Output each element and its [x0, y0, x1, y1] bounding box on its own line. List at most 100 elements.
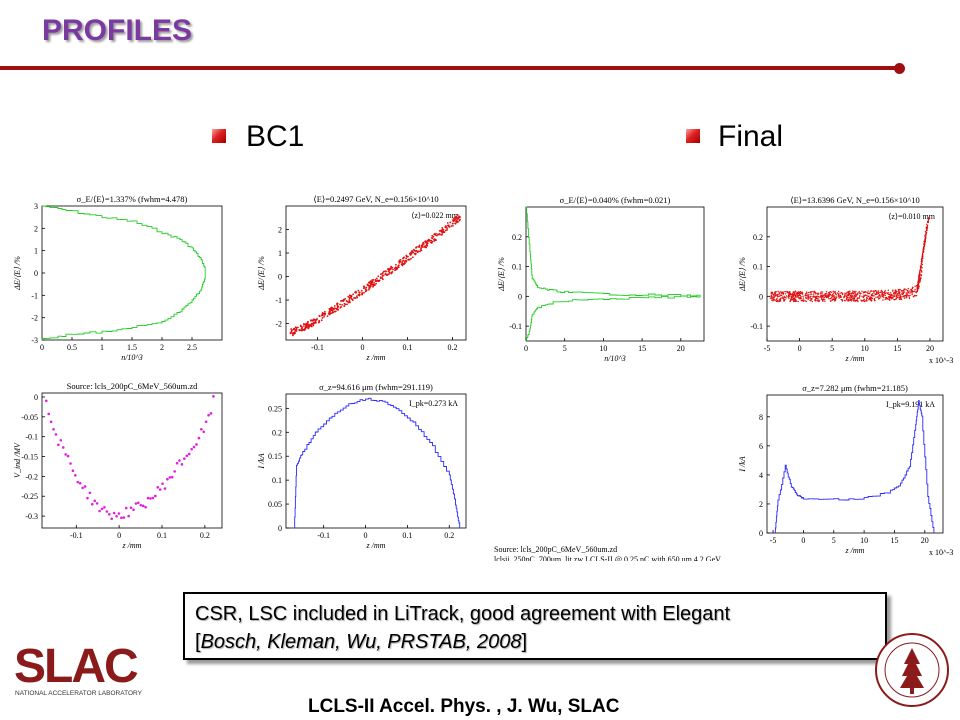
data-point	[903, 288, 905, 290]
data-point	[59, 438, 63, 442]
data-point	[833, 300, 836, 302]
y-tick-label: 8	[759, 413, 763, 422]
data-point	[771, 293, 774, 295]
slac-logo-subtitle: NATIONAL ACCELERATOR LABORATORY	[15, 690, 143, 697]
data-point	[914, 285, 916, 287]
data-point	[861, 290, 863, 293]
data-point	[850, 295, 853, 298]
data-point	[372, 284, 375, 287]
data-point	[351, 299, 354, 301]
data-point	[920, 269, 923, 272]
data-point	[925, 223, 928, 225]
data-point	[806, 292, 808, 294]
data-point	[902, 289, 905, 292]
data-point	[403, 263, 406, 265]
data-point	[449, 221, 452, 224]
data-point	[896, 294, 899, 296]
x-tick-label: 0	[40, 343, 44, 352]
data-point	[61, 446, 65, 449]
data-point	[917, 280, 919, 283]
data-point	[411, 256, 414, 259]
data-point	[204, 420, 208, 424]
data-point	[410, 251, 413, 254]
y-tick-label: 0.2	[272, 428, 282, 437]
data-point	[428, 240, 430, 243]
chart-final-energy: σ_E/⟨E⟩=0.040% (fwhm=0.021) 0 5 10 15 20 -0.1 0…	[497, 195, 705, 363]
data-point	[894, 289, 897, 291]
data-point	[312, 323, 314, 326]
data-point	[812, 290, 814, 293]
data-point	[367, 284, 370, 287]
data-point	[856, 298, 858, 300]
data-point	[921, 266, 923, 269]
data-point	[918, 277, 920, 279]
data-point	[863, 298, 866, 301]
data-point	[872, 290, 874, 292]
data-point	[353, 297, 356, 299]
x-tick-label: 0	[361, 343, 365, 352]
data-point	[927, 218, 930, 220]
x-scale-note: x 10^-3	[929, 548, 953, 557]
data-point	[819, 296, 821, 298]
data-point	[924, 237, 926, 240]
series-line	[294, 397, 461, 529]
data-point	[895, 293, 897, 295]
data-point	[372, 278, 375, 281]
plot-frame	[525, 206, 705, 342]
data-point	[183, 457, 186, 460]
slac-logo: SLAC NATIONAL ACCELERATOR LABORATORY	[12, 640, 177, 707]
data-point	[905, 297, 907, 299]
data-point	[876, 296, 879, 298]
x-tick-label: 1	[100, 343, 104, 352]
data-point	[927, 220, 930, 222]
data-point	[823, 294, 825, 297]
data-point	[921, 263, 924, 266]
data-point	[312, 321, 315, 324]
data-point	[924, 241, 926, 243]
data-point	[438, 233, 441, 235]
data-point	[911, 290, 914, 293]
data-point	[801, 299, 803, 302]
x-tick-label: 20	[926, 344, 934, 353]
x-tick-label: 0.5	[67, 343, 77, 352]
y-tick-label: -0.2	[25, 472, 38, 481]
data-point	[433, 238, 436, 241]
data-point	[441, 226, 444, 229]
data-point	[827, 295, 829, 298]
data-point	[781, 293, 783, 295]
data-point	[881, 295, 883, 297]
data-point	[922, 249, 925, 252]
data-point	[882, 294, 885, 296]
data-point	[812, 296, 814, 298]
data-point	[422, 241, 425, 244]
data-point	[886, 292, 889, 295]
data-point	[896, 296, 899, 299]
data-point	[845, 298, 848, 300]
bullet-icon	[212, 129, 226, 143]
data-point	[330, 309, 333, 312]
data-point	[452, 220, 455, 223]
data-point	[845, 295, 848, 298]
x-tick-label: 0.2	[444, 531, 454, 540]
data-point	[797, 296, 799, 299]
data-point	[912, 290, 915, 293]
data-point	[74, 474, 77, 477]
data-point	[801, 292, 803, 294]
data-point	[425, 246, 428, 249]
y-tick-label: 0.2	[753, 233, 763, 242]
data-point	[855, 290, 857, 293]
data-point	[852, 295, 854, 298]
data-point	[54, 433, 58, 436]
data-point	[882, 299, 884, 301]
data-point	[920, 264, 922, 266]
data-point	[316, 318, 318, 320]
data-point	[110, 517, 113, 521]
data-point	[901, 293, 904, 296]
data-point	[770, 296, 772, 298]
data-point	[310, 319, 312, 322]
data-point	[340, 305, 342, 308]
data-point	[915, 291, 917, 293]
data-point	[807, 291, 810, 294]
plot-frame	[41, 392, 223, 529]
data-point	[292, 334, 294, 337]
